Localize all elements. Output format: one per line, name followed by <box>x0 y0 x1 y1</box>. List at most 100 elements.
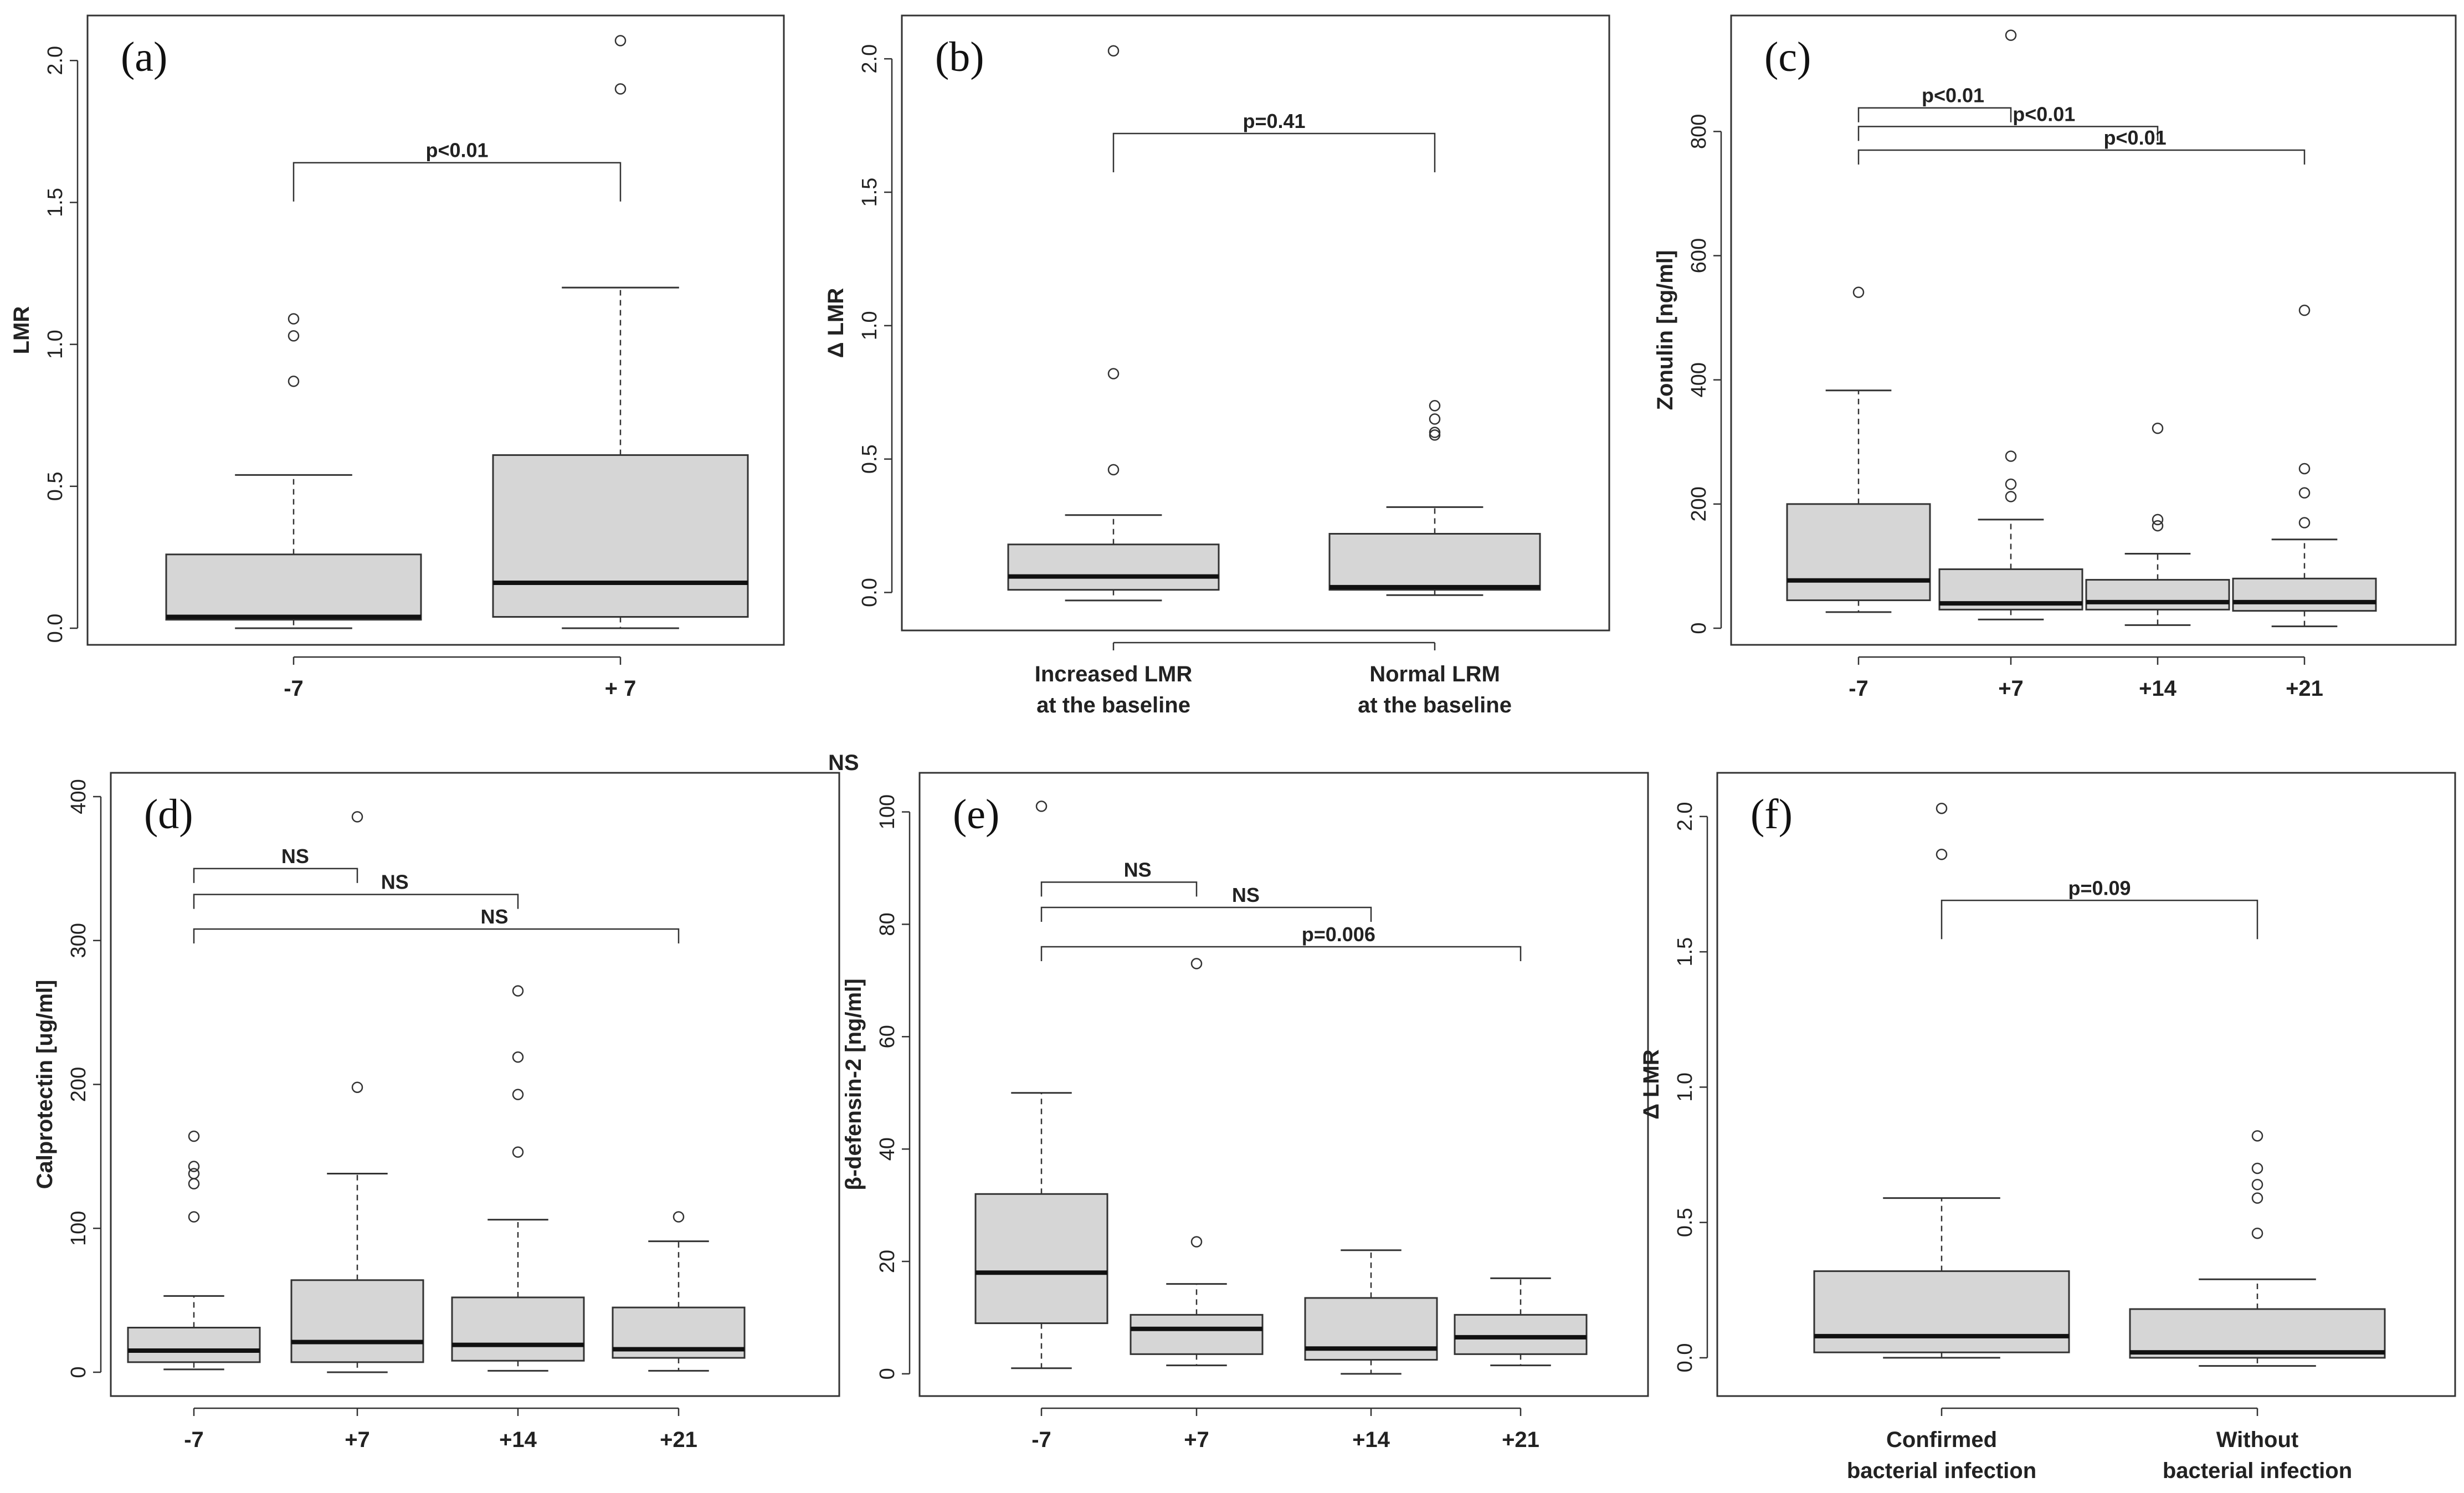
outlier-point <box>2005 491 2017 502</box>
y-tick-label: 300 <box>67 923 90 958</box>
bracket-line <box>1040 881 1198 897</box>
bracket-line <box>1857 107 2012 122</box>
x-tick-label: +14 <box>499 1428 537 1452</box>
outlier-point <box>2298 487 2311 499</box>
outlier-point <box>2298 517 2311 529</box>
outlier-point <box>188 1168 200 1179</box>
y-tick-label: 1.5 <box>44 188 67 217</box>
y-axis-label: Δ LMR <box>1639 1049 1664 1120</box>
box-2 <box>1938 29 2083 620</box>
x-tick-label: -7 <box>1031 1428 1051 1452</box>
x-tick-label: +7 <box>345 1428 370 1452</box>
bracket-line <box>193 868 358 883</box>
y-tick-label: 400 <box>67 779 90 814</box>
outlier-point <box>2005 478 2017 490</box>
bracket-line <box>292 162 622 202</box>
x-tick-label: at the baseline <box>1358 693 1512 717</box>
y-tick-label: 2.0 <box>1674 802 1697 831</box>
panel-e: (e) 0 20 40 60 80 100 β-defensin-2 [ng/ml] -7 +7 +… <box>841 772 1649 1452</box>
y-tick-label: 0.0 <box>1674 1343 1697 1373</box>
x-tick-label: +21 <box>1502 1428 1539 1452</box>
box-3 <box>451 985 585 1372</box>
outlier-point <box>2152 422 2164 434</box>
outlier-point <box>2152 514 2164 526</box>
bracket-label: p=0.09 <box>2068 876 2131 899</box>
outlier-point <box>614 83 627 95</box>
y-axis-label: β-defensin-2 [ng/ml] <box>841 978 866 1190</box>
outlier-point <box>2298 304 2311 316</box>
outlier-point <box>1852 286 1865 298</box>
x-tick-label: Without <box>2216 1428 2298 1452</box>
panel-c: (c) 0 200 400 600 800 Zonulin [ng/ml] -7 +7 +14 +2… <box>1653 14 2457 701</box>
significance-bracket: NS <box>1040 884 1372 922</box>
outlier-point <box>2298 463 2311 475</box>
outlier-point <box>1936 802 1948 814</box>
iqr-box <box>2232 577 2377 612</box>
outlier-point <box>2152 520 2164 532</box>
outlier-point <box>2251 1192 2263 1204</box>
x-tick-label: +7 <box>1184 1428 1209 1452</box>
significance-bracket: p<0.01 <box>1857 126 2306 165</box>
x-tick-label: at the baseline <box>1036 693 1190 717</box>
y-tick-label: 1.5 <box>1674 937 1697 967</box>
bracket-label: NS <box>381 871 409 894</box>
box-3 <box>2085 422 2230 626</box>
y-tick-label: 0.0 <box>44 614 67 643</box>
outlier-point <box>2251 1179 2263 1191</box>
iqr-box <box>2129 1308 2386 1359</box>
y-axis-label: Zonulin [ng/ml] <box>1653 250 1677 411</box>
outlier-point <box>188 1161 200 1172</box>
bracket-line <box>193 894 519 909</box>
outlier-point <box>673 1211 685 1223</box>
box-4 <box>1454 1277 1588 1367</box>
significance-bracket: p=0.41 <box>1112 110 1436 173</box>
outlier-point <box>288 313 300 325</box>
y-tick-label: 100 <box>876 794 899 829</box>
outlier-point <box>2005 29 2017 41</box>
x-tick-label: +14 <box>1352 1428 1390 1452</box>
panel-b: (b) 0.0 0.5 1.0 1.5 2.0 Δ LMR Increased LMR at t… <box>824 14 1610 717</box>
y-axis-label: Δ LMR <box>824 288 848 358</box>
outlier-point <box>512 1089 524 1100</box>
y-tick-label: 2.0 <box>858 44 881 74</box>
box-1 <box>974 801 1108 1369</box>
x-tick-label: +14 <box>2139 676 2177 701</box>
significance-bracket: NS <box>193 905 680 943</box>
bracket-label: NS <box>281 845 309 868</box>
significance-bracket: p=0.09 <box>1941 876 2258 940</box>
iqr-box <box>1130 1314 1264 1355</box>
bracket-line <box>1112 132 1436 173</box>
iqr-box <box>127 1326 261 1363</box>
bracket-label: p<0.01 <box>425 139 488 162</box>
bracket-label: p<0.01 <box>2104 126 2167 149</box>
panel-label: (c) <box>1764 34 1811 80</box>
iqr-box <box>1007 543 1220 591</box>
iqr-box <box>1786 503 1931 602</box>
bracket-line <box>1040 946 1522 961</box>
y-tick-label: 200 <box>1687 486 1711 521</box>
outlier-point <box>288 375 300 387</box>
panel-label: (a) <box>121 34 167 80</box>
bracket-label: NS <box>1124 858 1152 881</box>
outlier-point <box>1107 368 1120 379</box>
y-tick-label: 80 <box>876 912 899 936</box>
x-tick-label: +7 <box>1998 676 2024 701</box>
outlier-point <box>188 1130 200 1142</box>
panel-label: (e) <box>953 791 999 838</box>
panel-label: (b) <box>935 34 984 80</box>
bracket-label: p=0.41 <box>1243 110 1305 132</box>
box-3 <box>1304 1249 1438 1375</box>
x-tick-label: -7 <box>284 676 304 701</box>
y-tick-label: 1.0 <box>858 311 881 340</box>
iqr-box <box>290 1279 424 1363</box>
iqr-box <box>1328 533 1541 591</box>
y-tick-label: 0 <box>67 1366 90 1378</box>
box-4 <box>2232 304 2377 628</box>
y-tick-label: 0.0 <box>858 578 881 607</box>
box-1 <box>1786 286 1931 613</box>
box-2 <box>492 35 749 629</box>
outlier-point <box>1190 1236 1203 1248</box>
y-axis-label: LMR <box>9 306 34 355</box>
panel-f: (f) 0.0 0.5 1.0 1.5 2.0 Δ LMR Confirmed bacteria… <box>1639 772 2456 1483</box>
